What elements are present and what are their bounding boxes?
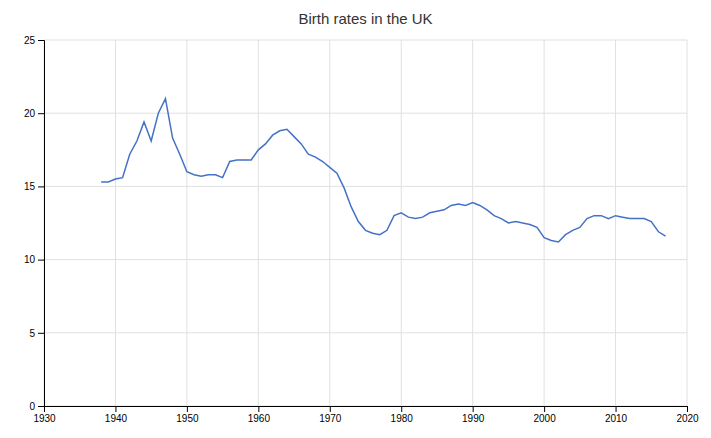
x-axis-tick: 2020 [676,406,699,424]
x-axis-tick-label: 1990 [462,413,485,424]
grid-line-y [44,113,687,114]
x-axis-tick: 1940 [105,406,128,424]
x-axis-line [45,407,688,413]
x-axis-tick-mark [258,406,259,412]
grid-line-x [615,40,616,406]
x-axis-tick: 1970 [319,406,342,424]
grid-line-x [258,40,259,406]
marks [101,99,665,242]
x-axis: 1930 1940 1950 1960 1970 1980 1990 2000 2010 2020 [33,406,699,424]
y-axis-tick: 10 [24,254,44,265]
grid-line-x [687,40,688,406]
grid-line-x [115,40,116,406]
x-axis-tick-label: 2010 [605,413,628,424]
x-axis-tick: 2000 [533,406,556,424]
x-axis-tick-mark [544,406,545,412]
title: Birth rates in the UK [298,10,432,27]
x-axis-tick-mark [401,406,402,412]
y-axis-tick-label: 20 [24,108,36,119]
y-axis-tick-label: 5 [29,328,35,339]
x-axis-tick-label: 1940 [105,413,128,424]
y-axis-tick-mark [38,40,44,41]
grid-line-y [44,186,687,187]
plot-area: 1930194019501960197019801990200020102020… [24,35,699,424]
x-axis-tick-label: 1950 [176,413,199,424]
x-axis-tick-mark [330,406,331,412]
grid-line-y [44,332,687,333]
x-axis-tick-label: 2000 [533,413,556,424]
grid-line-y [44,40,687,41]
x-axis-tick-mark [115,406,116,412]
x-axis-tick: 1950 [176,406,199,424]
x-axis-tick-mark [187,406,188,412]
y-axis-tick: 15 [24,181,44,192]
y-axis-tick: 0 [29,401,44,412]
grid-line-x [472,40,473,406]
grid-line-x [329,40,330,406]
x-axis-tick: 1990 [462,406,485,424]
y-axis-line [38,41,45,407]
x-axis-tick: 1930 [33,406,56,424]
grid-line-x [401,40,402,406]
y-axis-tick: 25 [24,35,44,46]
y-axis-tick-mark [38,333,44,334]
grid-line-x [186,40,187,406]
y-axis-tick-mark [38,186,44,187]
y-axis-tick-mark [38,406,44,407]
x-axis-tick-mark [473,406,474,412]
x-axis-tick-label: 1960 [248,413,271,424]
grid-line-y [44,259,687,260]
y-axis: 0 5 10 15 20 25 [24,35,45,412]
x-axis-tick-mark [616,406,617,412]
x-axis-tick-label: 1980 [391,413,414,424]
y-axis-tick: 20 [24,108,44,119]
x-axis-tick: 2010 [605,406,628,424]
x-axis-tick-mark [687,406,688,412]
y-axis-tick-mark [38,260,44,261]
x-axis-tick: 1960 [248,406,271,424]
y-axis-tick-label: 10 [24,254,36,265]
line [101,99,665,242]
x-axis-tick-label: 1970 [319,413,342,424]
y-axis-tick-label: 15 [24,181,36,192]
grid-line-x [544,40,545,406]
y-axis-tick-mark [38,113,44,114]
y-axis-tick-label: 25 [24,35,36,46]
x-axis-tick: 1980 [391,406,414,424]
chart: 1930194019501960197019801990200020102020… [0,0,711,438]
x-axis-tick-label: 2020 [676,413,699,424]
y-axis-tick-label: 0 [29,401,35,412]
grid [44,40,687,406]
y-axis-tick: 5 [29,328,44,339]
x-axis-tick-label: 1930 [33,413,56,424]
